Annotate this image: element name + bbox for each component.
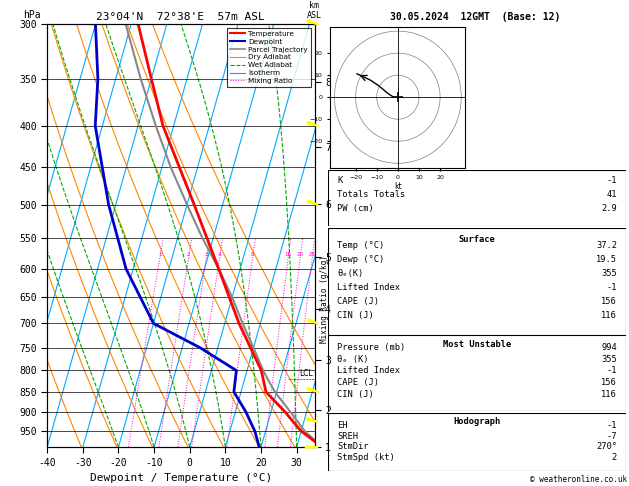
- Text: θₑ (K): θₑ (K): [337, 355, 369, 364]
- Text: 116: 116: [601, 311, 617, 319]
- Text: 41: 41: [606, 190, 617, 199]
- Text: 355: 355: [601, 355, 617, 364]
- Text: 3: 3: [205, 252, 208, 257]
- Text: 270°: 270°: [596, 442, 617, 451]
- Text: hPa: hPa: [23, 10, 41, 20]
- Text: CIN (J): CIN (J): [337, 311, 374, 319]
- Text: © weatheronline.co.uk: © weatheronline.co.uk: [530, 474, 627, 484]
- Text: CAPE (J): CAPE (J): [337, 296, 379, 306]
- Text: Lifted Index: Lifted Index: [337, 366, 400, 375]
- Text: 4: 4: [218, 252, 221, 257]
- Legend: Temperature, Dewpoint, Parcel Trajectory, Dry Adiabat, Wet Adiabat, Isotherm, Mi: Temperature, Dewpoint, Parcel Trajectory…: [228, 28, 311, 87]
- Text: 156: 156: [601, 378, 617, 387]
- Text: 8: 8: [251, 252, 255, 257]
- Text: 116: 116: [601, 390, 617, 399]
- Text: LCL: LCL: [299, 369, 313, 378]
- Text: 156: 156: [601, 296, 617, 306]
- Text: 2.9: 2.9: [601, 204, 617, 212]
- X-axis label: Dewpoint / Temperature (°C): Dewpoint / Temperature (°C): [90, 473, 272, 483]
- Text: 2: 2: [611, 453, 617, 462]
- Text: 355: 355: [601, 269, 617, 278]
- Text: 2: 2: [187, 252, 191, 257]
- Text: Dewp (°C): Dewp (°C): [337, 255, 384, 264]
- Text: Pressure (mb): Pressure (mb): [337, 343, 406, 352]
- Text: CAPE (J): CAPE (J): [337, 378, 379, 387]
- Title: 23°04'N  72°38'E  57m ASL: 23°04'N 72°38'E 57m ASL: [96, 12, 265, 22]
- Text: StmSpd (kt): StmSpd (kt): [337, 453, 395, 462]
- Text: -1: -1: [606, 421, 617, 431]
- Text: 994: 994: [601, 343, 617, 352]
- Text: StmDir: StmDir: [337, 442, 369, 451]
- Text: 19.5: 19.5: [596, 255, 617, 264]
- Text: -1: -1: [606, 283, 617, 292]
- Text: 37.2: 37.2: [596, 241, 617, 250]
- Text: Lifted Index: Lifted Index: [337, 283, 400, 292]
- Text: CIN (J): CIN (J): [337, 390, 374, 399]
- Text: K: K: [337, 175, 343, 185]
- X-axis label: kt: kt: [394, 182, 402, 191]
- Text: -1: -1: [606, 366, 617, 375]
- Text: Most Unstable: Most Unstable: [443, 340, 511, 349]
- Text: SREH: SREH: [337, 432, 359, 441]
- Text: 1: 1: [159, 252, 162, 257]
- Text: 30.05.2024  12GMT  (Base: 12): 30.05.2024 12GMT (Base: 12): [390, 12, 560, 22]
- Text: Totals Totals: Totals Totals: [337, 190, 406, 199]
- Text: Surface: Surface: [459, 235, 496, 244]
- Text: EH: EH: [337, 421, 348, 431]
- Text: θₑ(K): θₑ(K): [337, 269, 364, 278]
- Text: PW (cm): PW (cm): [337, 204, 374, 212]
- Text: 16: 16: [285, 252, 292, 257]
- Text: Temp (°C): Temp (°C): [337, 241, 384, 250]
- Text: 20: 20: [297, 252, 304, 257]
- Text: Hodograph: Hodograph: [454, 417, 501, 426]
- Text: -7: -7: [606, 432, 617, 441]
- Text: Mixing Ratio (g/kg): Mixing Ratio (g/kg): [320, 255, 329, 343]
- Text: 25: 25: [309, 252, 316, 257]
- Text: km
ASL: km ASL: [307, 0, 322, 20]
- Text: -1: -1: [606, 175, 617, 185]
